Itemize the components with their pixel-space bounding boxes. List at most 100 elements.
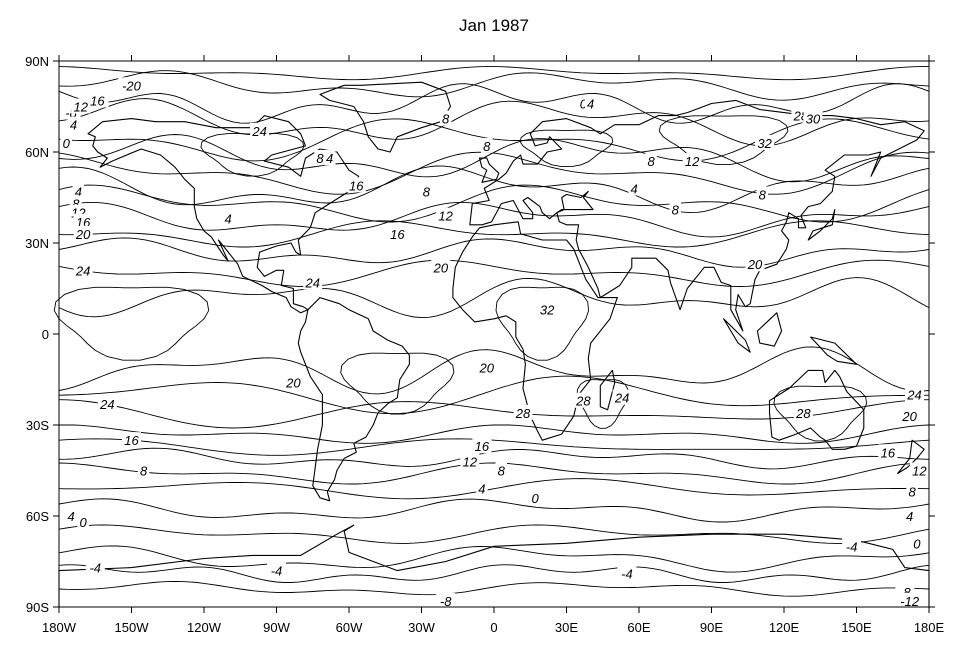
contour-label-bg (645, 153, 657, 169)
contour-label-bg (905, 386, 924, 402)
contour-label: 0 (63, 136, 71, 151)
contour-label-bg (617, 565, 637, 581)
contour-label: 4 (631, 181, 638, 196)
contour-label: 16 (475, 439, 490, 454)
contour-label-bg (460, 453, 480, 469)
contour-label-bg (436, 592, 456, 608)
contour-label-bg (573, 392, 593, 408)
contour-label: 8 (759, 187, 767, 202)
contour-label-bg (900, 407, 920, 423)
contour-label-bg (481, 137, 493, 153)
contour-label-bg (628, 180, 640, 196)
contour-label: 4 (906, 509, 913, 524)
coastline-borneo (756, 312, 783, 347)
contour-label: -16 (86, 93, 106, 108)
contour-label-bg (283, 374, 303, 390)
contour-label: 8 (72, 197, 80, 212)
contour-label: 28 (575, 394, 591, 409)
coastline-sumatra (723, 318, 751, 353)
contour-label: 8 (908, 485, 916, 500)
contour-label-bg (77, 514, 89, 530)
contour-loop (658, 115, 789, 165)
y-tick-label: 30N (25, 236, 49, 251)
contour-line (58, 66, 929, 81)
contour-label: 0 (913, 536, 921, 551)
contour-label-bg (72, 183, 85, 199)
x-tick-label: 180E (914, 620, 945, 635)
contour-label-bg (476, 480, 488, 496)
contour-loop (53, 286, 210, 361)
contour-label-bg (222, 210, 234, 226)
contour-line (58, 220, 930, 248)
contour-line (58, 83, 930, 124)
contour-label: 12 (438, 209, 453, 224)
contour-line (58, 424, 930, 444)
contour-label-bg (477, 359, 497, 375)
contour-label-bg (346, 177, 366, 193)
contour-label-bg (878, 444, 898, 460)
contour-label-bg (137, 462, 150, 478)
contour-label: -4 (621, 567, 633, 582)
contour-loop (495, 286, 590, 361)
contour-label: 32 (540, 303, 555, 318)
contour-label-bg (682, 153, 702, 169)
contour-loop (773, 385, 868, 442)
contour-label: 28 (515, 406, 531, 421)
contour-label: 30 (806, 112, 821, 127)
contour-label-bg (436, 207, 456, 223)
contour-label: 24 (906, 388, 921, 403)
contour-label-bg (612, 389, 632, 405)
contour-label-bg (584, 95, 597, 111)
contour-label-bg (909, 462, 929, 478)
contour-label-bg (495, 462, 507, 478)
contour-line (58, 237, 930, 268)
coastline-japan (807, 209, 836, 241)
contour-label: 4 (225, 212, 232, 227)
contour-line (58, 184, 930, 223)
contour-label: 12 (912, 464, 927, 479)
contour-label-bg (793, 404, 813, 420)
contour-label: 0 (80, 515, 88, 530)
x-tick-label: 90E (700, 620, 723, 635)
contour-label-bg (537, 301, 557, 317)
contour-loop (519, 129, 614, 168)
contour-loop (340, 352, 455, 415)
x-tick-label: 0 (490, 620, 497, 635)
coastline-south-america (297, 297, 410, 502)
map-title: Jan 1987 (459, 16, 529, 35)
contour-label-bg (803, 110, 823, 126)
contour-label: 28 (795, 406, 811, 421)
contour-label: 8 (423, 184, 431, 199)
y-tick-label: 60S (26, 509, 49, 524)
contour-label: -12 (900, 594, 920, 609)
contour-label: 24 (99, 397, 114, 412)
contour-line (58, 478, 930, 500)
contour-line (58, 564, 930, 583)
contour-label-bg (73, 213, 93, 229)
contour-label: -4 (89, 561, 101, 576)
contour-lines (53, 66, 930, 597)
coastline-new-zealand (897, 439, 925, 475)
contour-label: 12 (463, 454, 478, 469)
coastline-north-america (87, 115, 360, 314)
contour-line (58, 580, 930, 597)
x-tick-label: 150E (841, 620, 872, 635)
contour-label: 8 (442, 112, 450, 127)
contour-label: 12 (74, 100, 89, 115)
contour-label-bg (745, 256, 765, 272)
contour-label-bg (97, 395, 117, 411)
x-tick-label: 120E (769, 620, 800, 635)
contour-label: 8 (483, 139, 491, 154)
contour-label: 16 (349, 178, 364, 193)
contour-label-bg (529, 489, 541, 505)
contour-label-bg (67, 116, 80, 132)
contour-label-bg (903, 508, 916, 523)
x-axis: 180W 150W 120W 90W 60W 30W 0 30E 60E 90E 120E 150E 1… (42, 55, 945, 635)
contour-line (58, 151, 930, 195)
contour-label-bg (756, 186, 768, 202)
contour-label-bg (70, 195, 82, 211)
contour-label: -8 (440, 594, 452, 609)
x-tick-label: 30W (408, 620, 435, 635)
